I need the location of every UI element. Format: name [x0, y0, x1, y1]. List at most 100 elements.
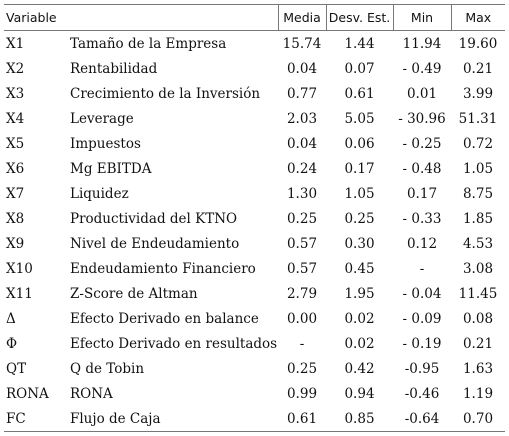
cell-variable: Δ: [6, 310, 16, 327]
cell-max: 0.21: [462, 335, 494, 352]
cell-media: 0.61: [278, 406, 326, 432]
cell-desv-est: 0.45: [344, 260, 375, 277]
cell-desv-est: 0.25: [344, 210, 375, 227]
cell-variable: QT: [6, 360, 27, 377]
cell-desv-est: 0.17: [344, 160, 375, 177]
cell-variable: X1: [6, 35, 25, 52]
cell-max: 1.19: [462, 385, 494, 402]
cell-max: 51.31: [458, 110, 498, 127]
cell-media: 1.30: [286, 185, 318, 202]
cell-max: 0.70: [451, 406, 505, 432]
table-body: X1 Tamaño de la Empresa 15.74 1.44 11.94 19.6…: [4, 31, 505, 432]
cell-min: - 0.33: [402, 210, 442, 227]
cell-desv-est: 5.05: [344, 110, 375, 127]
cell-description: Rentabilidad: [70, 60, 158, 77]
cell-min: - 0.19: [402, 335, 442, 352]
cell-max: 11.45: [458, 285, 498, 302]
cell-max: 19.60: [458, 35, 498, 52]
cell-desv-est: 0.94: [344, 385, 375, 402]
cell-media: 0.57: [286, 260, 318, 277]
cell-description: RONA: [70, 385, 113, 402]
cell-media: 0.04: [286, 135, 318, 152]
cell-desv-est: 0.02: [344, 335, 375, 352]
cell-desv-est: 1.44: [344, 35, 375, 52]
cell-max: 3.08: [462, 260, 494, 277]
cell-media: -: [299, 335, 305, 352]
cell-media: 0.04: [286, 60, 318, 77]
cell-min: -0.46: [404, 385, 440, 402]
cell-variable: X9: [6, 235, 25, 252]
cell-media: 2.03: [286, 110, 318, 127]
table-row: X9 Nivel de Endeudamiento 0.57 0.30 0.12 4.53: [4, 231, 505, 256]
table-row: X10 Endeudamiento Financiero 0.57 0.45 - 3.08: [4, 256, 505, 281]
cell-variable: X5: [6, 135, 25, 152]
header-media: Media: [277, 4, 326, 31]
cell-description: Productividad del KTNO: [70, 210, 238, 227]
cell-variable: X4: [6, 110, 25, 127]
cell-min: 0.12: [406, 235, 438, 252]
cell-media: 0.99: [286, 385, 318, 402]
table-row: X7 Liquidez 1.30 1.05 0.17 8.75: [4, 181, 505, 206]
cell-max: 1.85: [462, 210, 494, 227]
cell-min: - 30.96: [398, 110, 446, 127]
cell-max: 8.75: [462, 185, 494, 202]
cell-description: Crecimiento de la Inversión: [70, 85, 261, 102]
descriptive-statistics-table: Variable Media Desv. Est. Min Max X1 Tama…: [4, 4, 505, 432]
cell-min: -0.95: [404, 360, 440, 377]
cell-media: 2.79: [286, 285, 318, 302]
header-variable: Variable: [4, 4, 66, 31]
cell-min: - 0.25: [402, 135, 442, 152]
cell-variable: Φ: [6, 335, 18, 352]
cell-min: 0.01: [406, 85, 438, 102]
cell-media: 0.25: [286, 210, 318, 227]
cell-media: 0.77: [286, 85, 318, 102]
header-row: Variable Media Desv. Est. Min Max: [4, 4, 505, 31]
cell-media: 0.24: [286, 160, 318, 177]
cell-description: Efecto Derivado en resultados: [70, 335, 278, 352]
cell-media: 15.74: [282, 35, 322, 52]
cell-description: Flujo de Caja: [66, 406, 278, 432]
cell-min: 0.17: [406, 185, 438, 202]
cell-min: -: [419, 260, 425, 277]
table-row: FC Flujo de Caja 0.61 0.85 -0.64 0.70: [4, 406, 505, 432]
table-row: X8 Productividad del KTNO 0.25 0.25 - 0.33 1.…: [4, 206, 505, 231]
cell-description: Z-Score de Altman: [70, 285, 198, 302]
cell-min: -0.64: [393, 406, 451, 432]
cell-desv-est: 1.95: [344, 285, 375, 302]
header-min: Min: [392, 4, 451, 31]
table-row: Φ Efecto Derivado en resultados - 0.02 - 0.1…: [4, 331, 505, 356]
cell-max: 1.05: [462, 160, 494, 177]
cell-max: 0.08: [462, 310, 494, 327]
cell-description: Impuestos: [70, 135, 141, 152]
cell-variable: X10: [6, 260, 33, 277]
table-row: Δ Efecto Derivado en balance 0.00 0.02 - 0.0…: [4, 306, 505, 331]
cell-desv-est: 0.07: [344, 60, 375, 77]
cell-desv-est: 0.42: [344, 360, 375, 377]
cell-description: Mg EBITDA: [70, 160, 152, 177]
cell-media: 0.00: [286, 310, 318, 327]
table-row: X11 Z-Score de Altman 2.79 1.95 - 0.04 11.45: [4, 281, 505, 306]
cell-desv-est: 0.02: [344, 310, 375, 327]
cell-min: - 0.04: [402, 285, 442, 302]
cell-desv-est: 0.61: [344, 85, 375, 102]
cell-description: Tamaño de la Empresa: [70, 35, 227, 52]
table-row: X3 Crecimiento de la Inversión 0.77 0.61 0.0…: [4, 81, 505, 106]
cell-variable: RONA: [6, 385, 49, 402]
table-header: Variable Media Desv. Est. Min Max: [4, 4, 505, 31]
table-row: QT Q de Tobin 0.25 0.42 -0.95 1.63: [4, 356, 505, 381]
cell-desv-est: 0.06: [344, 135, 375, 152]
header-desv-est: Desv. Est.: [325, 4, 393, 31]
cell-max: 1.63: [462, 360, 494, 377]
cell-variable: X3: [6, 85, 25, 102]
cell-variable: X2: [6, 60, 25, 77]
header-description: [66, 4, 278, 31]
cell-max: 3.99: [462, 85, 494, 102]
cell-desv-est: 1.05: [344, 185, 375, 202]
cell-max: 0.72: [462, 135, 494, 152]
table-row: X1 Tamaño de la Empresa 15.74 1.44 11.94 19.6…: [4, 31, 505, 57]
cell-media: 0.25: [286, 360, 318, 377]
table-row: X2 Rentabilidad 0.04 0.07 - 0.49 0.21: [4, 56, 505, 81]
cell-max: 4.53: [462, 235, 494, 252]
header-max: Max: [450, 4, 505, 31]
cell-variable: X8: [6, 210, 25, 227]
